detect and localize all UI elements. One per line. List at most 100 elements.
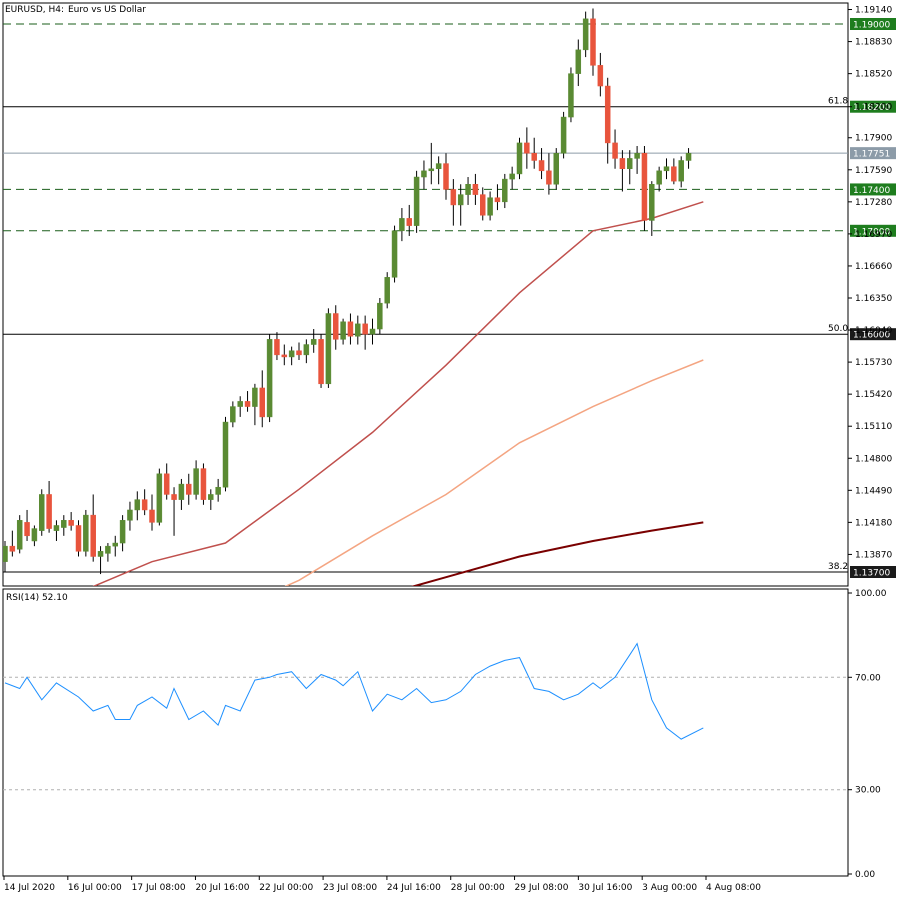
fib-level-label: 50.0 <box>828 324 848 334</box>
price-tick-label: 1.18520 <box>855 70 892 80</box>
candle <box>582 11 589 58</box>
time-tick-label: 14 Jul 2020 <box>4 883 55 893</box>
candle-body <box>119 520 126 544</box>
candle-body <box>575 49 582 74</box>
candle <box>399 208 405 242</box>
candle <box>612 129 618 169</box>
candle-body <box>105 545 111 554</box>
candle-body <box>494 197 501 203</box>
candle-body <box>90 514 96 557</box>
time-axis: 14 Jul 2020 16 Jul 00:00 17 Jul 08:00 20 Ju… <box>3 876 761 893</box>
moving-averages <box>92 201 704 586</box>
candle <box>355 315 361 345</box>
candle <box>413 170 420 233</box>
price-tick-label: 1.18200 <box>855 103 892 113</box>
candle-body <box>377 302 383 330</box>
price-tick-label: 1.13870 <box>855 550 892 560</box>
price-tick-label: 1.16040 <box>855 326 892 336</box>
candle-body <box>24 522 30 537</box>
candle <box>340 318 346 345</box>
candle-body <box>465 184 471 195</box>
price-tick-label: 1.17280 <box>855 198 892 208</box>
candle-body <box>347 321 354 337</box>
time-tick-label: 16 Jul 00:00 <box>68 883 122 893</box>
rsi-tick-label: 0.00 <box>855 870 875 880</box>
candle <box>127 501 133 531</box>
candle <box>134 491 141 521</box>
candle-body <box>340 321 346 340</box>
candle <box>215 478 221 502</box>
candle-body <box>310 339 317 345</box>
candle <box>347 313 354 345</box>
candle-body <box>83 514 89 552</box>
candle <box>274 332 280 361</box>
candle <box>428 142 435 185</box>
candle <box>524 127 530 169</box>
candle-body <box>266 339 273 418</box>
candle <box>450 179 457 226</box>
level-price-label: 1.17000 <box>853 227 890 237</box>
candle <box>678 156 684 188</box>
time-tick-label: 20 Jul 16:00 <box>195 883 249 893</box>
candle-body <box>472 184 479 195</box>
candle <box>156 468 163 526</box>
price-tick-label: 1.17590 <box>855 166 892 176</box>
candle <box>171 487 177 536</box>
moving-average-line <box>410 521 704 586</box>
rsi-tick-label: 30.00 <box>855 786 881 796</box>
candle <box>141 489 148 516</box>
candle-body <box>538 160 545 172</box>
candle-body <box>450 189 457 206</box>
level-price-label: 1.18200 <box>853 103 890 113</box>
candle-body <box>39 494 45 531</box>
candle-body <box>171 494 177 500</box>
candle-body <box>296 350 302 356</box>
price-tick-label: 1.15420 <box>855 390 892 400</box>
candle-body <box>516 142 523 175</box>
candle <box>575 39 582 87</box>
chart-header-description: Euro vs US Dollar <box>68 5 146 15</box>
candle-body <box>75 525 82 552</box>
candle-body <box>480 194 486 216</box>
candle-body <box>671 166 677 182</box>
candle-body <box>568 73 574 118</box>
candle <box>435 156 442 185</box>
time-tick-label: 3 Aug 00:00 <box>642 883 697 893</box>
candle <box>252 383 258 426</box>
candle <box>83 509 89 557</box>
main-chart-frame <box>2 2 849 877</box>
current-price-label: 1.17751 <box>853 150 890 160</box>
price-axis: 1.19140 1.18830 1.18520 1.18200 1.17900 1.175… <box>848 6 892 560</box>
candle-body <box>369 328 376 335</box>
price-tick-label: 1.15730 <box>855 358 892 368</box>
candle <box>384 272 390 309</box>
candle <box>362 315 368 350</box>
candle-body <box>597 65 604 87</box>
candle-body <box>259 387 265 418</box>
candle <box>61 515 67 536</box>
candle <box>538 148 545 180</box>
candle-body <box>355 323 361 337</box>
candle-body <box>178 483 185 500</box>
candle-body <box>16 520 23 550</box>
candle-body <box>362 323 368 335</box>
candle <box>480 187 486 221</box>
price-tick-label: 1.15110 <box>855 422 892 432</box>
candle <box>230 401 236 428</box>
candle-body <box>619 158 626 170</box>
candle-body <box>428 168 435 172</box>
candle-body <box>641 152 648 221</box>
candle <box>685 148 692 169</box>
candle-body <box>134 499 141 511</box>
candle-body <box>274 339 280 356</box>
candle <box>502 173 508 209</box>
candle <box>619 150 626 192</box>
candle-body <box>215 486 221 495</box>
candle <box>546 153 552 195</box>
candle-body <box>627 158 633 170</box>
candle-body <box>9 545 16 552</box>
time-tick-label: 29 Jul 08:00 <box>515 883 569 893</box>
main-plot-border <box>2 2 849 587</box>
candle-body <box>141 499 148 511</box>
